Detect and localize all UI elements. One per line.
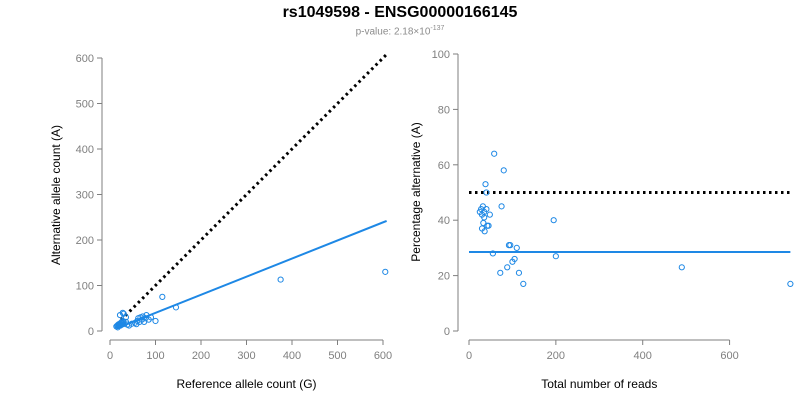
right-x-tick-label: 400 <box>634 350 652 362</box>
right-data-point <box>481 228 488 235</box>
right-y-axis-title: Percentage alternative (A) <box>409 122 423 261</box>
left-data-point <box>128 320 135 327</box>
left-y-tick-label: 400 <box>76 144 94 156</box>
right-y-tick-label: 80 <box>438 104 450 116</box>
p-value-exponent: -137 <box>430 25 445 32</box>
right-data-point <box>550 217 557 224</box>
left-y-tick-label: 0 <box>88 326 94 338</box>
right-data-point <box>520 280 527 288</box>
right-y-tick-label: 60 <box>438 160 450 172</box>
chart-title: rs1049598 - ENSG00000166145 <box>282 4 518 21</box>
left-y-axis-title: Alternative allele count (A) <box>49 125 63 265</box>
right-data-point <box>787 280 794 288</box>
chart-subtitle: p-value: 2.18×10-137 <box>0 25 800 37</box>
right-data-point <box>511 255 518 263</box>
left-data-point <box>159 293 166 300</box>
left-x-axis-title: Reference allele count (G) <box>176 377 316 391</box>
right-y-tick-label: 20 <box>438 271 450 283</box>
right-data-point <box>489 250 496 257</box>
right-data-point <box>483 206 490 213</box>
left-data-point <box>382 268 389 275</box>
right-data-point <box>513 244 520 251</box>
left-data-point <box>172 304 180 311</box>
right-x-tick-label: 200 <box>547 350 565 362</box>
left-x-tick-label: 600 <box>374 350 392 362</box>
right-data-point <box>500 167 507 174</box>
left-y-tick-label: 100 <box>76 281 94 293</box>
right-x-tick-label: 0 <box>466 350 472 362</box>
right-y-tick-label: 40 <box>438 215 450 227</box>
left-y-tick-label: 200 <box>76 235 94 247</box>
left-x-tick-label: 100 <box>146 350 164 362</box>
left-x-tick-label: 300 <box>237 350 255 362</box>
right-data-point <box>552 253 559 260</box>
right-data-point <box>515 269 523 276</box>
right-data-point <box>486 211 493 218</box>
right-y-tick-label: 0 <box>444 326 450 338</box>
left-data-point <box>147 314 155 321</box>
right-x-axis-title: Total number of reads <box>541 377 657 391</box>
left-y-tick-label: 300 <box>76 190 94 202</box>
right-data-point <box>498 203 505 210</box>
right-data-point <box>497 269 504 276</box>
left-data-point <box>277 276 284 283</box>
right-data-point <box>678 264 685 271</box>
right-data-point <box>504 264 511 271</box>
left-data-point <box>152 317 159 325</box>
right-data-point <box>507 242 514 249</box>
left-data-point <box>120 310 127 317</box>
left-x-tick-label: 500 <box>328 350 346 362</box>
left-fit-line <box>116 219 388 330</box>
right-data-point <box>483 189 490 196</box>
left-reference-line <box>115 53 388 326</box>
right-data-point <box>485 222 492 229</box>
left-x-tick-label: 200 <box>192 350 210 362</box>
left-y-tick-label: 600 <box>76 53 94 65</box>
right-y-tick-label: 100 <box>432 49 450 61</box>
right-data-point <box>491 150 498 157</box>
left-x-tick-label: 0 <box>107 350 113 362</box>
left-x-tick-label: 400 <box>283 350 301 362</box>
right-data-point <box>482 181 489 188</box>
p-value-text: p-value: 2.18×10 <box>355 26 431 38</box>
left-data-point <box>119 317 126 325</box>
right-x-tick-label: 600 <box>720 350 738 362</box>
left-data-point <box>119 309 126 316</box>
left-y-tick-label: 500 <box>76 99 94 111</box>
